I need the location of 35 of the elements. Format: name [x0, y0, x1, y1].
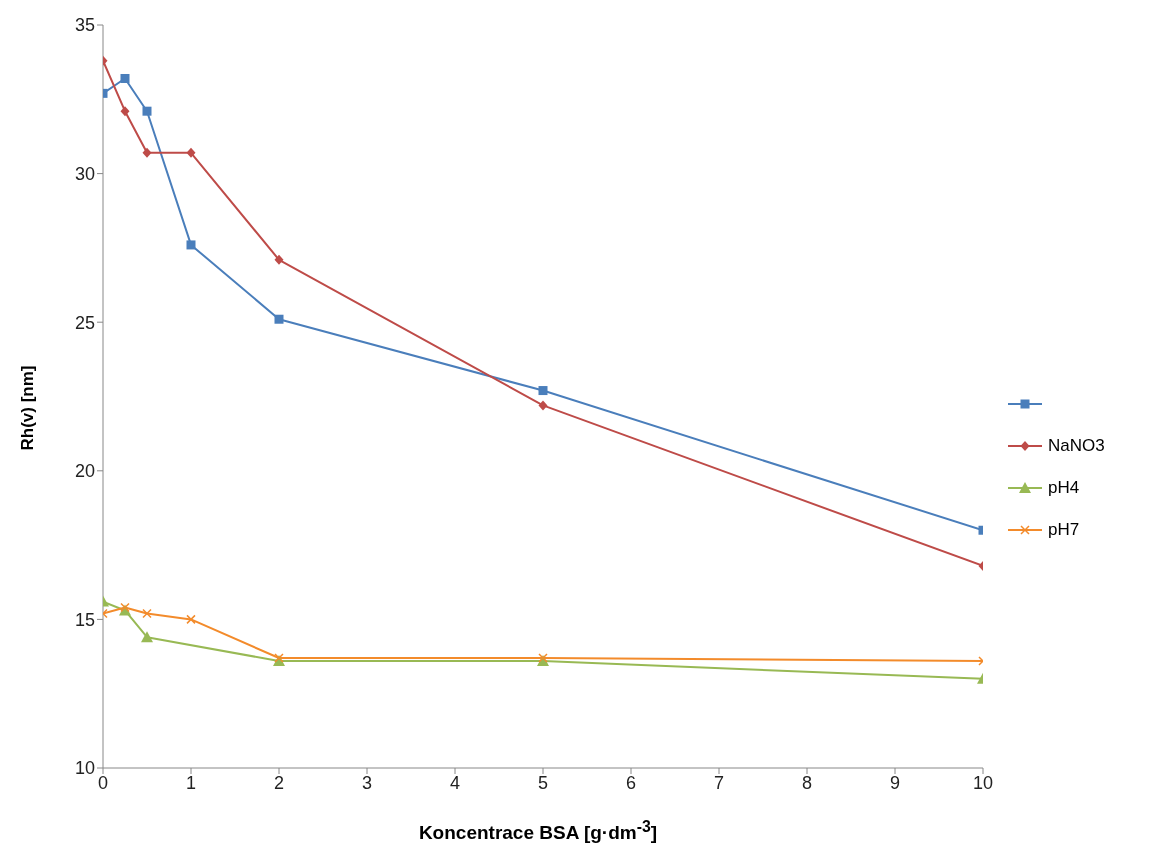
x-tick-label: 5: [537, 772, 549, 793]
legend-label: pH4: [1048, 478, 1080, 498]
point: [186, 614, 196, 625]
point: [142, 147, 152, 158]
point: [186, 240, 196, 250]
x-tick-label: 8: [801, 772, 813, 793]
point: [120, 74, 130, 83]
point: [142, 608, 152, 619]
x-tick-label: 6: [625, 772, 637, 793]
x-axis-title: Koncentrace BSA [g·dm$^{-3}$]: [417, 818, 659, 845]
x-tick-label: 1: [185, 772, 197, 793]
point: [274, 314, 284, 324]
y-tick-label: 15: [74, 609, 95, 630]
y-tick-label: 30: [74, 163, 95, 184]
x-tick-label: 4: [449, 772, 461, 793]
x-tick-label: 2: [273, 772, 285, 793]
x-tick-label: 10: [972, 772, 994, 793]
y-tick-label: 25: [74, 312, 95, 333]
point: [274, 254, 284, 265]
point: [538, 400, 548, 411]
y-tick-label: 10: [74, 758, 95, 779]
x-tick-label: 7: [713, 772, 725, 793]
y-tick-label: 20: [74, 461, 95, 482]
legend-label: pH7: [1048, 520, 1080, 540]
point: [142, 106, 152, 116]
point: [186, 147, 196, 158]
y-tick-label: 35: [74, 15, 95, 36]
legend-label: NaNO3: [1048, 436, 1105, 456]
x-tick-label: 9: [889, 772, 901, 793]
y-axis-title: Rh(v) [nm]: [18, 364, 38, 453]
point: [538, 386, 548, 396]
x-tick-label: 3: [361, 772, 373, 793]
x-tick-label: 0: [97, 772, 109, 793]
point: [141, 631, 153, 643]
point: [120, 106, 130, 117]
